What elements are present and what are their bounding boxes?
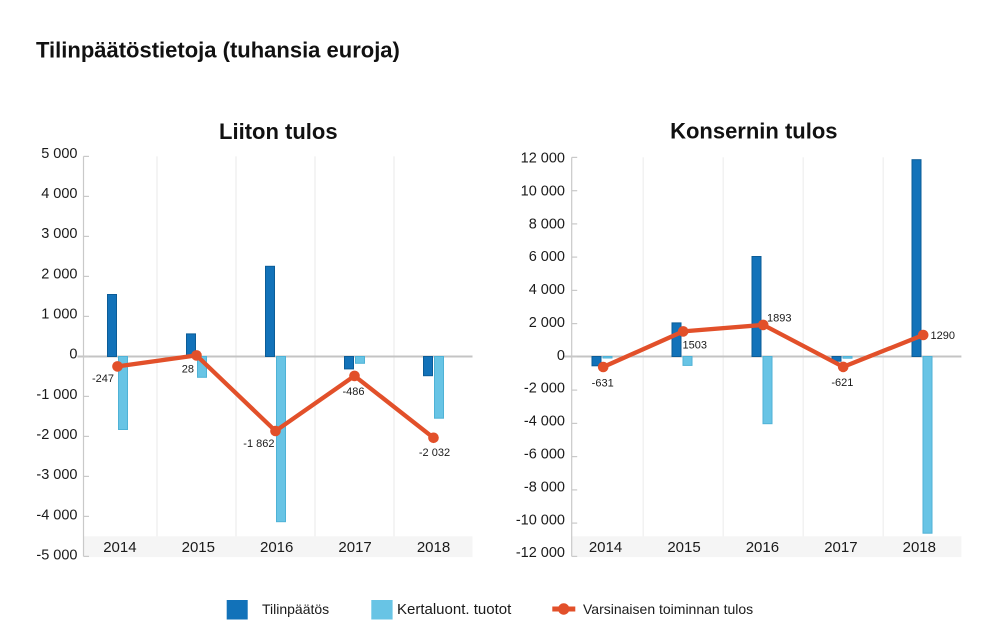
svg-text:-12 000: -12 000: [516, 545, 565, 561]
svg-text:2016: 2016: [746, 539, 779, 556]
svg-text:2017: 2017: [824, 539, 857, 556]
svg-text:2 000: 2 000: [529, 315, 565, 331]
svg-text:2 000: 2 000: [41, 266, 77, 282]
svg-text:1503: 1503: [683, 340, 707, 352]
svg-text:4 000: 4 000: [529, 282, 565, 298]
svg-text:3 000: 3 000: [41, 226, 77, 242]
svg-text:Liiton tulos: Liiton tulos: [219, 119, 338, 144]
svg-text:12 000: 12 000: [521, 151, 565, 167]
svg-text:-2 000: -2 000: [524, 381, 565, 397]
svg-text:1 000: 1 000: [41, 307, 77, 323]
svg-text:Tilinpäätöstietoja (tuhansia e: Tilinpäätöstietoja (tuhansia euroja): [36, 38, 400, 63]
svg-text:2015: 2015: [667, 539, 700, 556]
svg-text:Konsernin tulos: Konsernin tulos: [670, 119, 837, 144]
svg-text:-8 000: -8 000: [524, 479, 565, 495]
svg-text:2014: 2014: [103, 539, 136, 556]
svg-text:1893: 1893: [767, 313, 791, 325]
svg-text:6 000: 6 000: [529, 249, 565, 265]
svg-text:4 000: 4 000: [41, 186, 77, 202]
svg-text:-486: -486: [342, 386, 364, 398]
svg-text:-631: -631: [592, 377, 614, 389]
svg-text:28: 28: [182, 364, 194, 376]
svg-text:-1 000: -1 000: [36, 387, 77, 403]
svg-text:1290: 1290: [931, 330, 955, 342]
svg-text:5 000: 5 000: [41, 146, 77, 162]
svg-text:-10 000: -10 000: [516, 512, 565, 528]
svg-text:-2 032: -2 032: [419, 447, 450, 459]
svg-text:2018: 2018: [903, 539, 936, 556]
svg-text:Varsinaisen toiminnan tulos: Varsinaisen toiminnan tulos: [583, 601, 753, 617]
svg-text:2016: 2016: [260, 539, 293, 556]
svg-text:8 000: 8 000: [529, 216, 565, 232]
svg-text:10 000: 10 000: [521, 183, 565, 199]
svg-text:2018: 2018: [417, 539, 450, 556]
svg-text:-4 000: -4 000: [524, 414, 565, 430]
svg-text:2015: 2015: [182, 539, 215, 556]
svg-text:-247: -247: [92, 373, 114, 385]
svg-text:0: 0: [69, 347, 77, 363]
svg-text:-6 000: -6 000: [524, 447, 565, 463]
svg-text:-2 000: -2 000: [36, 427, 77, 443]
svg-text:-4 000: -4 000: [36, 507, 77, 523]
svg-text:2014: 2014: [589, 539, 622, 556]
svg-text:0: 0: [557, 348, 565, 364]
svg-text:2017: 2017: [338, 539, 371, 556]
svg-text:-3 000: -3 000: [36, 467, 77, 483]
svg-text:Kertaluont. tuotot: Kertaluont. tuotot: [397, 601, 512, 618]
svg-text:-5 000: -5 000: [36, 548, 77, 564]
svg-text:-1 862: -1 862: [243, 438, 274, 450]
svg-text:-621: -621: [831, 377, 853, 389]
svg-text:Tilinpäätös: Tilinpäätös: [262, 601, 329, 617]
